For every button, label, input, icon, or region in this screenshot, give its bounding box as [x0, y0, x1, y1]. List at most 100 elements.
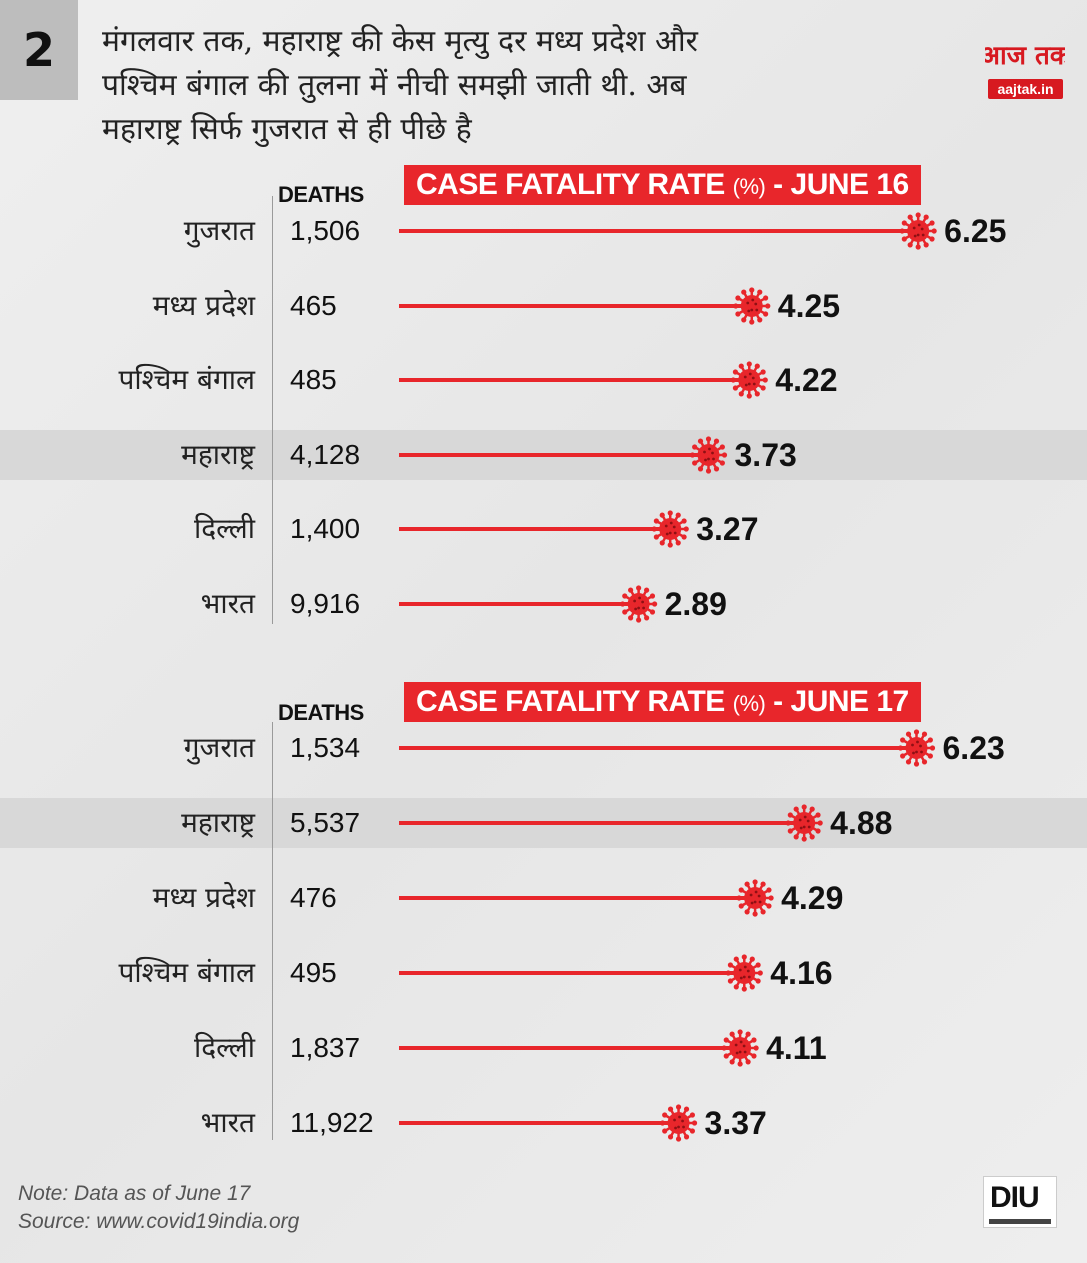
- category-label: गुजरात: [183, 214, 255, 247]
- category-label: पश्चिम बंगाल: [118, 363, 255, 397]
- chart-title: CASE FATALITY RATE: [416, 168, 733, 201]
- deaths-value: 1,534: [290, 732, 361, 763]
- category-label: भारत: [200, 587, 255, 620]
- chart-row: दिल्ली 1,837 4.11: [0, 1023, 1087, 1073]
- deaths-value: 4,128: [290, 438, 361, 470]
- chart-title-unit: (%): [732, 174, 766, 199]
- bar-svg: [399, 361, 768, 399]
- logo-text: आज तक: [985, 41, 1065, 71]
- bar-svg: [399, 212, 937, 250]
- note-text: Note: Data as of June 17: [18, 1182, 251, 1205]
- cfr-value-label: 4.16: [770, 955, 833, 991]
- bar-svg: [399, 585, 658, 623]
- category-label: मध्य प्रदेश: [152, 288, 255, 322]
- chart-title-banner: CASE FATALITY RATE (%) - JUNE 17: [404, 682, 921, 722]
- source-text: Source: www.covid19india.org: [18, 1210, 300, 1233]
- intro-line: महाराष्ट्र सिर्फ गुजरात से ही पीछे है: [102, 112, 472, 147]
- cfr-value-label: 3.37: [704, 1105, 767, 1141]
- chart-row: भारत 9,916 2.89: [0, 579, 1087, 629]
- cfr-value-label: 6.23: [942, 730, 1005, 766]
- virus-icon: [733, 286, 771, 325]
- chart-title: CASE FATALITY RATE: [416, 685, 733, 718]
- bar-svg: [399, 436, 728, 474]
- cfr-value-label: 4.25: [777, 287, 841, 324]
- category-label: महाराष्ट्र: [181, 437, 255, 471]
- intro-text: मंगलवार तक, महाराष्ट्र की केस मृत्यु दर …: [102, 20, 932, 152]
- virus-icon: [659, 1104, 698, 1142]
- chart-row: मध्य प्रदेश 476 4.29: [0, 873, 1087, 923]
- deaths-value: 465: [290, 289, 337, 321]
- aajtak-logo: आज तक: [985, 41, 1065, 71]
- section-number: 2: [22, 23, 55, 77]
- cfr-value-label: 4.29: [781, 880, 844, 916]
- cfr-value-label: 6.25: [944, 213, 1007, 249]
- intro-line: मंगलवार तक, महाराष्ट्र की केस मृत्यु दर …: [102, 24, 698, 59]
- section-number-badge: 2: [0, 0, 78, 100]
- cfr-value-label: 4.11: [766, 1030, 827, 1066]
- virus-icon: [689, 436, 728, 474]
- bar-svg: [399, 954, 763, 992]
- virus-icon: [721, 1029, 759, 1067]
- category-label: महाराष्ट्र: [181, 806, 255, 839]
- footer-note: Note: Data as of June 17 Source: www.cov…: [18, 1180, 299, 1236]
- deaths-value: 1,506: [290, 215, 361, 246]
- deaths-value: 476: [290, 882, 337, 913]
- deaths-value: 9,916: [290, 588, 361, 619]
- virus-icon: [725, 954, 763, 992]
- cfr-value-label: 2.89: [664, 586, 727, 622]
- virus-icon: [651, 510, 689, 548]
- category-label: भारत: [200, 1106, 255, 1139]
- chart-row: महाराष्ट्र 4,128 3.73: [0, 429, 1087, 480]
- deaths-column-header: DEATHS: [278, 182, 364, 207]
- chart-row: भारत 11,922 3.37: [0, 1098, 1087, 1148]
- cfr-value-label: 3.27: [696, 511, 759, 548]
- virus-icon: [620, 585, 658, 623]
- chart-title-unit: (%): [732, 691, 766, 716]
- bar-svg: [399, 729, 936, 767]
- category-label: गुजरात: [183, 731, 255, 764]
- chart-row: मध्य प्रदेश 465 4.25: [0, 281, 1087, 331]
- category-label: दिल्ली: [194, 1031, 255, 1064]
- deaths-value: 1,837: [290, 1032, 361, 1063]
- deaths-value: 5,537: [290, 807, 361, 838]
- virus-icon: [899, 212, 937, 250]
- deaths-value: 495: [290, 957, 337, 988]
- category-label: दिल्ली: [194, 512, 255, 546]
- chart-row: गुजरात 1,534 6.23: [0, 723, 1087, 773]
- intro-line: पश्चिम बंगाल की तुलना में नीची समझी जाती…: [102, 68, 687, 103]
- bar-svg: [399, 286, 771, 325]
- column-divider: [272, 722, 273, 1140]
- chart-row: पश्चिम बंगाल 485 4.22: [0, 355, 1087, 405]
- chart-row: गुजरात 1,506 6.25: [0, 206, 1087, 256]
- bar-svg: [399, 804, 823, 842]
- deaths-value: 11,922: [290, 1107, 374, 1138]
- virus-icon: [897, 729, 936, 767]
- cfr-value-label: 3.73: [734, 436, 797, 473]
- bar-svg: [399, 1029, 759, 1067]
- deaths-column-header: DEATHS: [278, 700, 364, 725]
- chart-title-banner: CASE FATALITY RATE (%) - JUNE 16: [404, 165, 921, 205]
- column-divider: [272, 196, 273, 624]
- deaths-value: 1,400: [290, 513, 361, 545]
- cfr-value-label: 4.88: [830, 805, 893, 841]
- virus-icon: [736, 879, 774, 917]
- bar-svg: [399, 1104, 698, 1142]
- category-label: मध्य प्रदेश: [152, 881, 255, 914]
- bar-svg: [399, 510, 689, 548]
- virus-icon: [785, 804, 823, 842]
- logo-subtitle: aajtak.in: [988, 79, 1063, 99]
- chart-row: दिल्ली 1,400 3.27: [0, 504, 1087, 554]
- virus-icon: [730, 361, 768, 399]
- diu-logo-text: DIU: [990, 1181, 1040, 1214]
- chart-title-date: - JUNE 16: [765, 168, 909, 201]
- diu-logo: DIU: [983, 1176, 1057, 1228]
- category-label: पश्चिम बंगाल: [118, 956, 255, 989]
- chart-row: पश्चिम बंगाल 495 4.16: [0, 948, 1087, 998]
- deaths-value: 485: [290, 364, 337, 396]
- bar-svg: [399, 879, 774, 917]
- cfr-value-label: 4.22: [775, 362, 838, 399]
- diu-logo-underline: [989, 1219, 1051, 1224]
- chart-row: महाराष्ट्र 5,537 4.88: [0, 798, 1087, 848]
- chart-title-date: - JUNE 17: [765, 685, 909, 718]
